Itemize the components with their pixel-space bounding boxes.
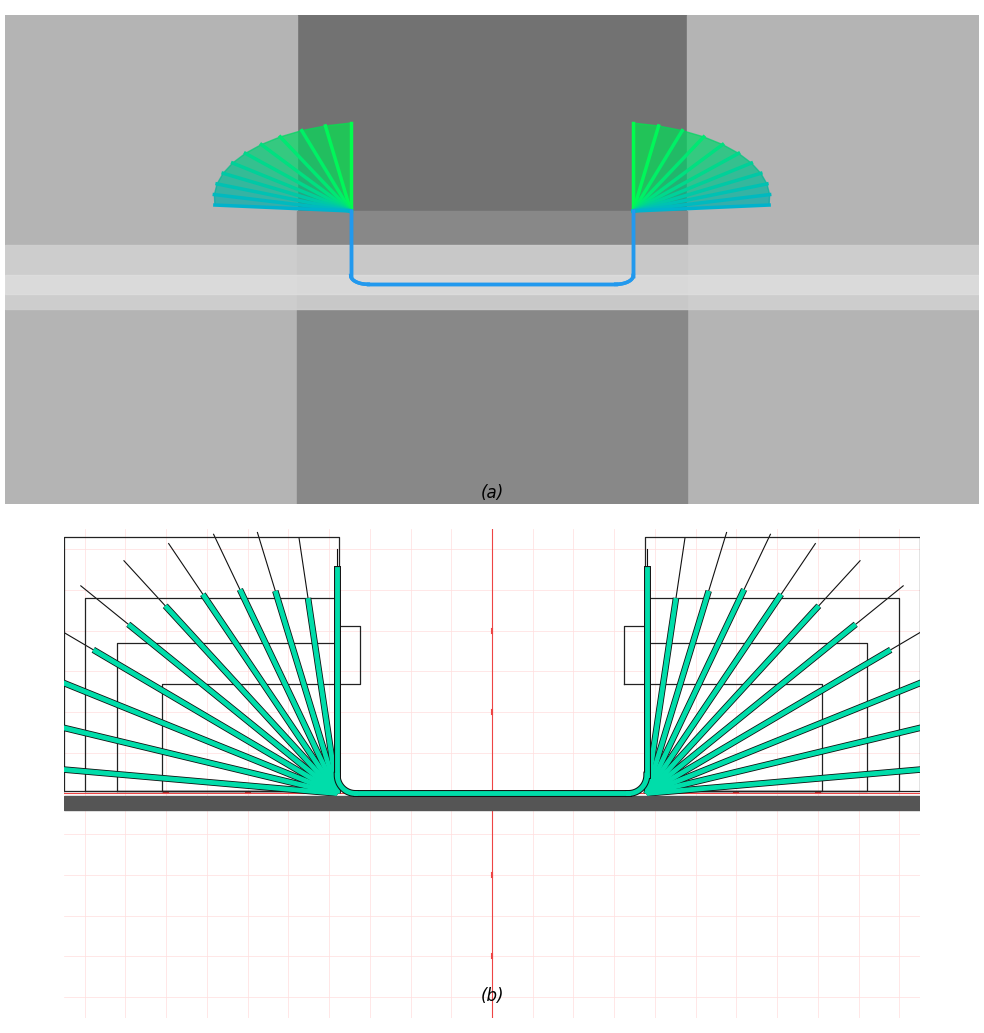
Polygon shape xyxy=(217,174,350,211)
Polygon shape xyxy=(232,153,350,211)
Polygon shape xyxy=(215,184,350,211)
Polygon shape xyxy=(634,153,752,211)
Polygon shape xyxy=(326,123,350,211)
Polygon shape xyxy=(634,184,769,211)
Bar xyxy=(297,15,687,275)
Polygon shape xyxy=(215,194,350,211)
Polygon shape xyxy=(634,123,658,211)
Polygon shape xyxy=(280,130,350,211)
Polygon shape xyxy=(634,145,739,211)
Polygon shape xyxy=(634,163,761,211)
Polygon shape xyxy=(302,126,350,211)
Polygon shape xyxy=(634,130,704,211)
Polygon shape xyxy=(634,137,722,211)
Polygon shape xyxy=(245,145,350,211)
Polygon shape xyxy=(634,194,769,211)
Bar xyxy=(64,795,920,810)
Bar xyxy=(297,211,687,504)
Bar xyxy=(687,15,979,504)
Bar xyxy=(5,245,979,309)
Polygon shape xyxy=(262,137,350,211)
Bar xyxy=(5,275,979,294)
Polygon shape xyxy=(223,163,350,211)
Polygon shape xyxy=(634,174,767,211)
Bar xyxy=(5,15,297,504)
Text: (a): (a) xyxy=(480,483,504,502)
Polygon shape xyxy=(634,126,682,211)
Text: (b): (b) xyxy=(480,988,504,1005)
